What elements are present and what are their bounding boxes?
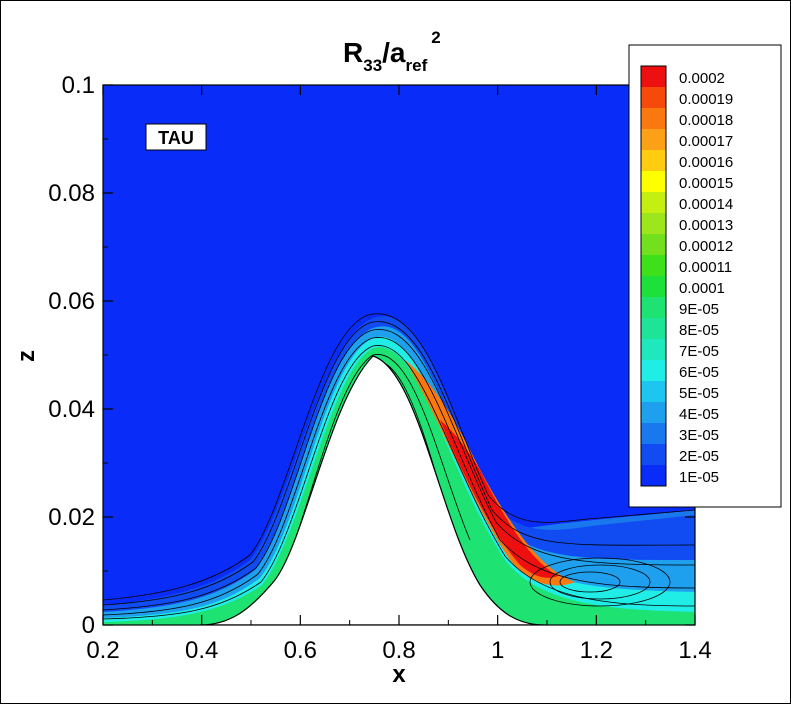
legend-label: 5E-05 [679, 385, 719, 402]
x-axis-label: x [392, 661, 406, 688]
legend: 0.0002 0.00019 0.00018 0.00017 0.00016 0.0001… [628, 44, 782, 508]
legend-swatch [641, 192, 666, 213]
title-base: R [343, 37, 363, 68]
legend-swatch [641, 108, 666, 129]
legend-label: 0.00018 [679, 112, 733, 129]
legend-swatch [641, 171, 666, 192]
x-tick-label: 0.6 [284, 637, 317, 664]
y-axis-label: z [13, 350, 40, 362]
tau-annotation: TAU [145, 123, 207, 151]
legend-swatch [641, 360, 666, 381]
legend-swatch [641, 339, 666, 360]
legend-swatch [641, 318, 666, 339]
legend-swatch [641, 66, 666, 87]
legend-label: 0.00019 [679, 91, 733, 108]
peak-streak-core [440, 420, 558, 578]
legend-label: 4E-05 [679, 406, 719, 423]
legend-label: 0.00017 [679, 133, 733, 150]
legend-swatch [641, 444, 666, 465]
legend-swatch [641, 87, 666, 108]
x-tick-label: 1.4 [678, 637, 711, 664]
legend-swatch [641, 255, 666, 276]
legend-colorbar-frame [640, 65, 667, 487]
contour-field [103, 85, 695, 625]
y-axis: 0 0.02 0.04 0.06 0.08 0.1 [48, 72, 695, 639]
legend-swatch [641, 465, 666, 486]
legend-swatch [641, 423, 666, 444]
x-axis: 0.2 0.4 0.6 0.8 1 1.2 1.4 [86, 85, 712, 664]
legend-label: 0.00015 [679, 175, 733, 192]
legend-label: 6E-05 [679, 364, 719, 381]
legend-label: 0.0002 [679, 70, 725, 87]
svg-text:TAU: TAU [158, 128, 194, 148]
legend-swatch [641, 381, 666, 402]
title-sup: 2 [431, 28, 440, 47]
legend-label: 2E-05 [679, 448, 719, 465]
y-tick-label: 0.08 [48, 180, 95, 207]
y-tick-label: 0.02 [48, 504, 95, 531]
legend-swatch [641, 129, 666, 150]
x-tick-label: 0.8 [382, 637, 415, 664]
legend-label: 9E-05 [679, 301, 719, 318]
legend-label: 0.0001 [679, 280, 725, 297]
x-tick-label: 0.4 [185, 637, 218, 664]
peak-streak [405, 360, 575, 586]
title-sub2: ref [406, 56, 428, 75]
chart-title: R33/aref2 [343, 28, 441, 75]
y-tick-label: 0.1 [62, 72, 95, 99]
legend-label: 0.00016 [679, 154, 733, 171]
legend-swatch [641, 150, 666, 171]
legend-swatch [641, 213, 666, 234]
title-slash: /a [382, 37, 406, 68]
bump-surface [199, 355, 546, 625]
legend-label: 0.00011 [679, 259, 732, 276]
y-tick-label: 0.06 [48, 288, 95, 315]
y-tick-label: 0 [82, 612, 95, 639]
y-tick-label: 0.04 [48, 396, 95, 423]
legend-swatch [641, 297, 666, 318]
x-tick-label: 1.2 [580, 637, 613, 664]
legend-label: 0.00013 [679, 217, 733, 234]
x-tick-label: 0.2 [86, 637, 119, 664]
legend-label: 0.00012 [679, 238, 733, 255]
legend-label: 0.00014 [679, 196, 733, 213]
legend-swatch [641, 276, 666, 297]
title-sub1: 33 [363, 56, 382, 75]
legend-label: 1E-05 [679, 469, 719, 486]
x-tick-label: 1 [491, 637, 504, 664]
legend-label: 8E-05 [679, 322, 719, 339]
legend-label: 3E-05 [679, 427, 719, 444]
legend-label: 7E-05 [679, 343, 719, 360]
legend-swatch [641, 234, 666, 255]
legend-swatch [641, 402, 666, 423]
